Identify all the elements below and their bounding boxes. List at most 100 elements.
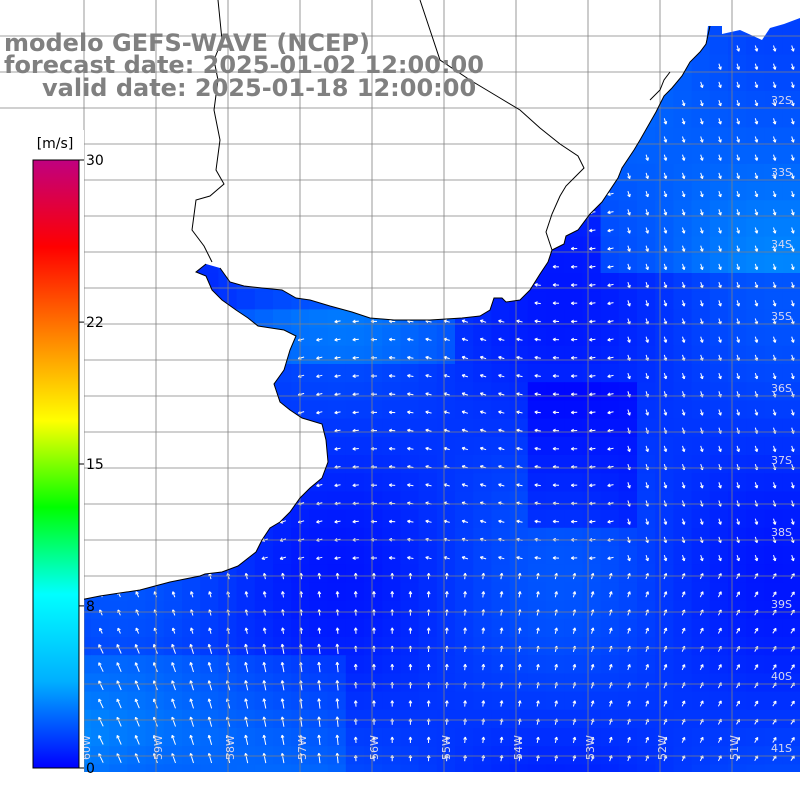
wind-arrow [736, 281, 740, 289]
wind-arrow [517, 700, 522, 707]
wind-arrow [481, 736, 486, 744]
wind-arrow [498, 410, 505, 415]
wind-arrow [736, 609, 740, 616]
wind-arrow [663, 154, 668, 161]
wind-arrow [718, 554, 722, 562]
wind-arrow [425, 374, 432, 378]
wind-arrow [627, 372, 631, 380]
wind-arrow [718, 300, 722, 307]
wind-arrow [736, 99, 740, 107]
wind-arrow [699, 136, 704, 143]
wind-arrow [99, 627, 103, 634]
wind-arrow [754, 409, 759, 416]
wind-arrow [479, 428, 487, 433]
wind-arrow [736, 81, 740, 89]
wind-arrow [718, 482, 722, 489]
wind-arrow [206, 556, 214, 560]
wind-arrow [772, 99, 777, 107]
wind-arrow [353, 700, 358, 707]
wind-arrow [754, 190, 759, 198]
wind-arrow [590, 591, 595, 598]
wind-arrow [790, 99, 795, 107]
wind-arrow [426, 700, 431, 707]
wind-arrow [645, 372, 649, 380]
wind-arrow [388, 519, 396, 524]
wind-arrow [388, 337, 396, 342]
wind-arrow [536, 627, 540, 634]
wind-arrow [317, 661, 321, 673]
wind-arrow [645, 591, 649, 598]
wind-arrow [681, 736, 686, 743]
wind-arrow [790, 190, 795, 198]
wind-arrow [736, 118, 740, 125]
wind-arrow [189, 716, 194, 727]
wind-arrow [790, 172, 795, 180]
wind-arrow [516, 428, 523, 433]
wind-arrow [718, 190, 722, 198]
wind-arrow [754, 227, 759, 234]
wind-arrow [681, 627, 686, 634]
wind-arrow [627, 300, 631, 307]
wind-arrow [627, 591, 631, 598]
wind-arrow [335, 680, 340, 691]
wind-arrow [479, 355, 487, 360]
lat-lon-grid [0, 0, 800, 772]
wind-arrow [244, 716, 249, 727]
wind-arrow [754, 99, 759, 107]
wind-arrow [663, 190, 668, 198]
wind-arrow [317, 643, 321, 655]
wind-arrow [479, 556, 487, 560]
wind-arrow [663, 554, 668, 562]
wind-arrow [681, 445, 686, 453]
wind-arrow [171, 698, 176, 709]
wind-arrow [552, 556, 560, 560]
wind-arrow [372, 736, 376, 744]
wind-arrow [754, 45, 759, 52]
wind-arrow [171, 734, 176, 745]
wind-arrow [407, 355, 414, 360]
wind-arrow [98, 662, 104, 672]
wind-arrow [607, 283, 614, 287]
wind-arrow [736, 700, 740, 707]
wind-arrow [699, 281, 704, 289]
colorbar: [m/s] 30 22 15 8 0 [0, 130, 104, 778]
wind-arrow [645, 664, 649, 671]
colorbar-unit: [m/s] [37, 136, 74, 152]
wind-arrow [681, 482, 686, 489]
wind-arrow [426, 591, 431, 598]
wind-arrow [663, 245, 668, 252]
wind-arrow [171, 662, 176, 673]
wind-arrow [461, 374, 469, 378]
wind-arrow [190, 627, 194, 634]
wind-arrow [517, 591, 522, 598]
lat-label: 38S [771, 526, 792, 539]
wind-arrow [317, 734, 321, 746]
wind-arrow [718, 445, 722, 453]
wind-arrow [627, 172, 631, 180]
wind-arrow [663, 518, 668, 525]
wind-arrow [736, 445, 740, 453]
wind-arrow [408, 627, 413, 634]
wind-arrow [754, 209, 759, 216]
lon-label: 56W [368, 735, 381, 760]
wind-arrow [388, 392, 396, 397]
wind-arrow [718, 518, 722, 525]
wind-arrow [589, 283, 596, 287]
wind-arrow [461, 446, 469, 451]
wind-arrow [699, 700, 704, 707]
wind-arrow [554, 736, 558, 744]
wind-arrow [699, 591, 704, 598]
wind-arrow [536, 736, 540, 744]
wind-arrow [699, 409, 704, 416]
wind-arrow [681, 172, 686, 180]
wind-arrow [681, 245, 686, 252]
wind-arrow [681, 99, 686, 107]
wind-arrow [498, 374, 505, 378]
wind-arrow [736, 409, 740, 416]
wind-arrow [499, 663, 504, 671]
wind-arrow [717, 609, 722, 616]
wind-arrow [627, 700, 631, 707]
wind-arrow [388, 410, 396, 415]
